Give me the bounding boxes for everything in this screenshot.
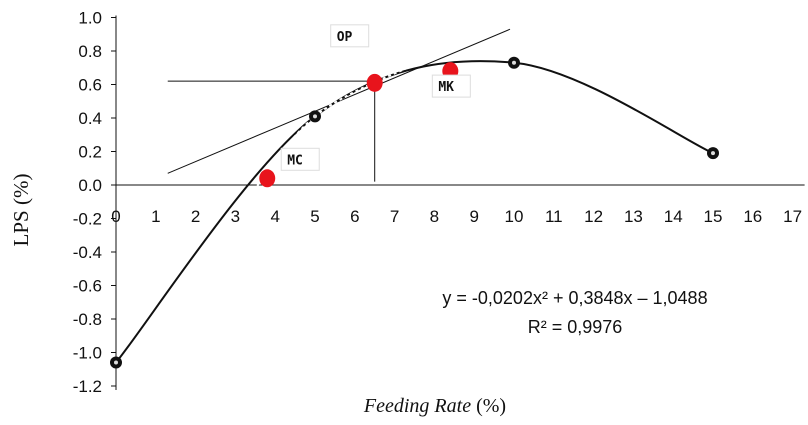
- x-tick-label: 3: [231, 207, 240, 226]
- x-tick-label: 7: [390, 207, 399, 226]
- y-tick-label: 0.6: [78, 76, 102, 95]
- highlight-label-op: OP: [337, 30, 353, 45]
- x-tick-label: 1: [151, 207, 160, 226]
- x-tick-label: 2: [191, 207, 200, 226]
- reference-line-tangent: [167, 28, 511, 174]
- x-tick-label: 4: [270, 207, 279, 226]
- highlight-label-mk: MK: [438, 80, 454, 95]
- x-tick-label: 0: [111, 207, 120, 226]
- highlight-label-box: [280, 147, 320, 171]
- x-tick-label: 15: [704, 207, 723, 226]
- x-tick-label: 11: [545, 207, 563, 226]
- y-tick-label: 0.8: [78, 42, 102, 61]
- data-point-center: [114, 360, 118, 365]
- svg-text:LPS (%): LPS (%): [9, 174, 33, 247]
- x-tick-label: 9: [469, 207, 478, 226]
- x-tick-label: 17: [783, 207, 802, 226]
- x-tick-label: 12: [584, 207, 603, 226]
- x-tick-label: 8: [430, 207, 439, 226]
- y-tick-label: -0.8: [73, 310, 102, 329]
- highlight-label-mc: MC: [287, 153, 303, 168]
- x-tick-label: 5: [310, 207, 319, 226]
- y-tick-label: -0.4: [73, 243, 102, 262]
- highlight-label-box: [431, 74, 471, 98]
- y-tick-label: 1.0: [78, 9, 102, 28]
- x-tick-label: 13: [624, 207, 643, 226]
- x-tick-label: 6: [350, 207, 359, 226]
- y-tick-label: -0.2: [73, 210, 102, 229]
- highlight-label-box: [330, 24, 370, 48]
- data-point: [110, 356, 122, 369]
- data-point: [309, 110, 321, 123]
- data-point-center: [313, 114, 317, 119]
- data-point: [707, 147, 719, 160]
- y-tick-label: 0.0: [78, 176, 102, 195]
- data-point: [508, 56, 520, 69]
- y-tick-label: -0.6: [73, 277, 102, 296]
- y-tick-label: 0.4: [78, 109, 102, 128]
- y-tick-label: -1.0: [73, 344, 102, 363]
- x-axis-title: Feeding Rate (%): [363, 395, 506, 417]
- y-tick-label: 0.2: [78, 143, 102, 162]
- r-squared: R² = 0,9976: [528, 317, 623, 337]
- data-point-center: [512, 60, 516, 65]
- x-tick-label: 10: [505, 207, 524, 226]
- highlight-point-mc: [259, 169, 276, 188]
- y-tick-label: -1.2: [73, 377, 102, 396]
- y-axis-title: LPS (%): [9, 174, 33, 247]
- x-tick-label: 14: [664, 207, 683, 226]
- x-tick-label: 16: [743, 207, 762, 226]
- highlight-point-op: [366, 73, 383, 92]
- data-point-center: [711, 151, 715, 156]
- fit-equation: y = -0,0202x² + 0,3848x – 1,0488: [442, 288, 707, 308]
